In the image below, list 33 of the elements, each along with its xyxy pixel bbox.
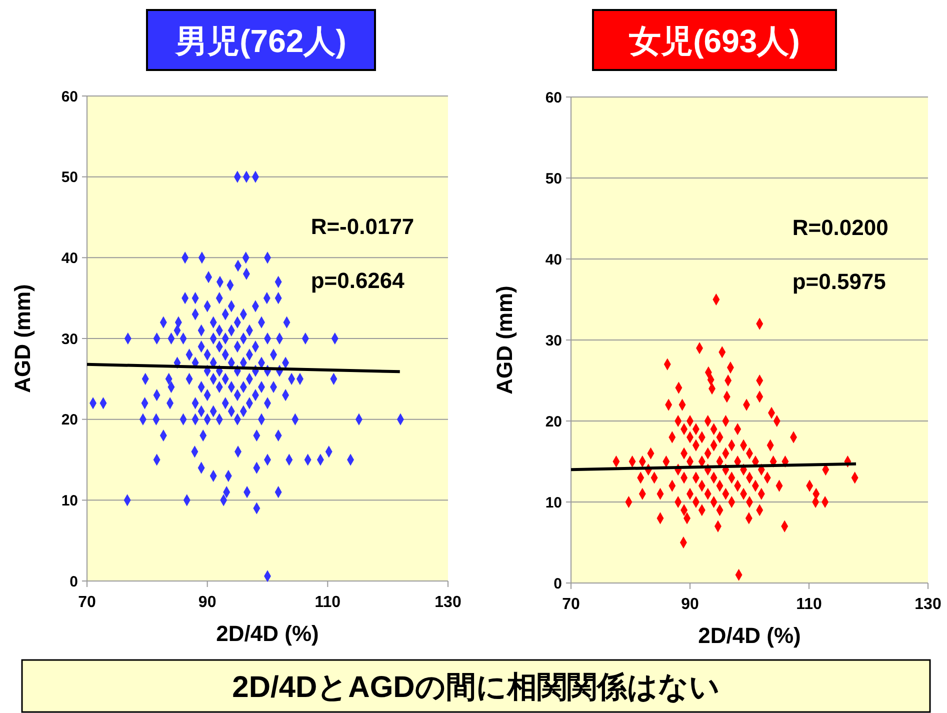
x-tick-label: 90	[681, 596, 699, 613]
chart-title: 男児(762人)	[174, 23, 346, 59]
y-tick-label: 10	[61, 492, 78, 510]
x-tick-label: 70	[78, 594, 96, 611]
annotation: p=0.5975	[792, 269, 886, 294]
y-tick-label: 0	[554, 575, 562, 592]
y-tick-label: 20	[545, 413, 562, 430]
y-tick-label: 40	[61, 250, 78, 267]
text: 2D/4DとAGDの間に相関関係はない	[232, 671, 720, 704]
y-tick-label: 20	[61, 412, 78, 429]
y-tick-label: 30	[545, 332, 562, 350]
annotation: p=0.6264	[310, 268, 406, 293]
x-axis-title: 2D/4D (%)	[698, 623, 801, 648]
y-tick-label: 40	[545, 251, 562, 268]
chart-title: 女児(693人)	[628, 23, 800, 59]
y-axis-title: AGD (mm)	[492, 286, 517, 394]
x-tick-label: 110	[796, 596, 822, 613]
y-tick-label: 60	[545, 89, 562, 106]
x-tick-label: 70	[562, 596, 580, 613]
y-tick-label: 60	[61, 88, 78, 106]
x-tick-label: 110	[314, 594, 341, 611]
x-tick-label: 130	[434, 594, 462, 611]
y-tick-label: 50	[61, 169, 78, 186]
y-axis-title: AGD (mm)	[10, 284, 35, 393]
y-tick-label: 0	[70, 573, 78, 590]
annotation: R=-0.0177	[310, 214, 414, 239]
x-tick-label: 130	[914, 596, 942, 613]
x-axis-title: 2D/4D (%)	[216, 621, 319, 646]
annotation: R=0.0200	[792, 215, 888, 240]
y-tick-label: 50	[545, 170, 562, 188]
y-tick-label: 30	[61, 330, 78, 348]
y-tick-label: 10	[545, 494, 562, 512]
x-tick-label: 90	[198, 594, 216, 611]
